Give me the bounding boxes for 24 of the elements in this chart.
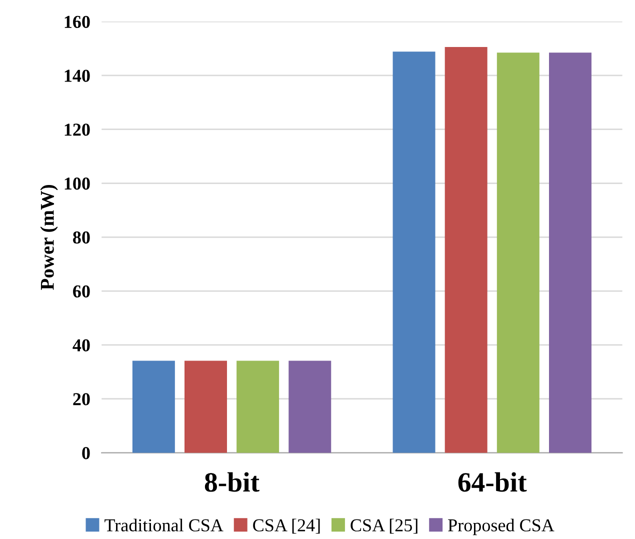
y-tick-label: 40 [72,339,90,352]
bar [548,52,592,453]
y-axis-title: Power (mW) [40,185,58,290]
y-tick-label: 140 [64,70,90,82]
y-tick-label: 80 [73,231,90,244]
x-tick-label: 64-bit [458,472,527,492]
y-tick-label: 60 [73,285,90,298]
bar [496,52,540,453]
y-tick-label: 100 [64,178,90,190]
y-tick-label: 0 [82,447,90,460]
y-tick-label: 120 [64,124,90,136]
bar [236,360,280,453]
bar [392,52,436,453]
y-tick-label: 20 [73,393,90,406]
y-tick-label: 160 [64,16,90,28]
legend-label: Proposed CSA [448,518,554,536]
bar [288,360,332,453]
bar [132,360,175,453]
bar [444,47,488,453]
legend-label: CSA [24] [253,518,320,534]
bar [184,360,227,453]
legend-label: Traditional CSA [104,518,224,532]
x-tick-label: 8-bit [204,472,260,492]
legend-label: CSA [25] [350,518,418,534]
